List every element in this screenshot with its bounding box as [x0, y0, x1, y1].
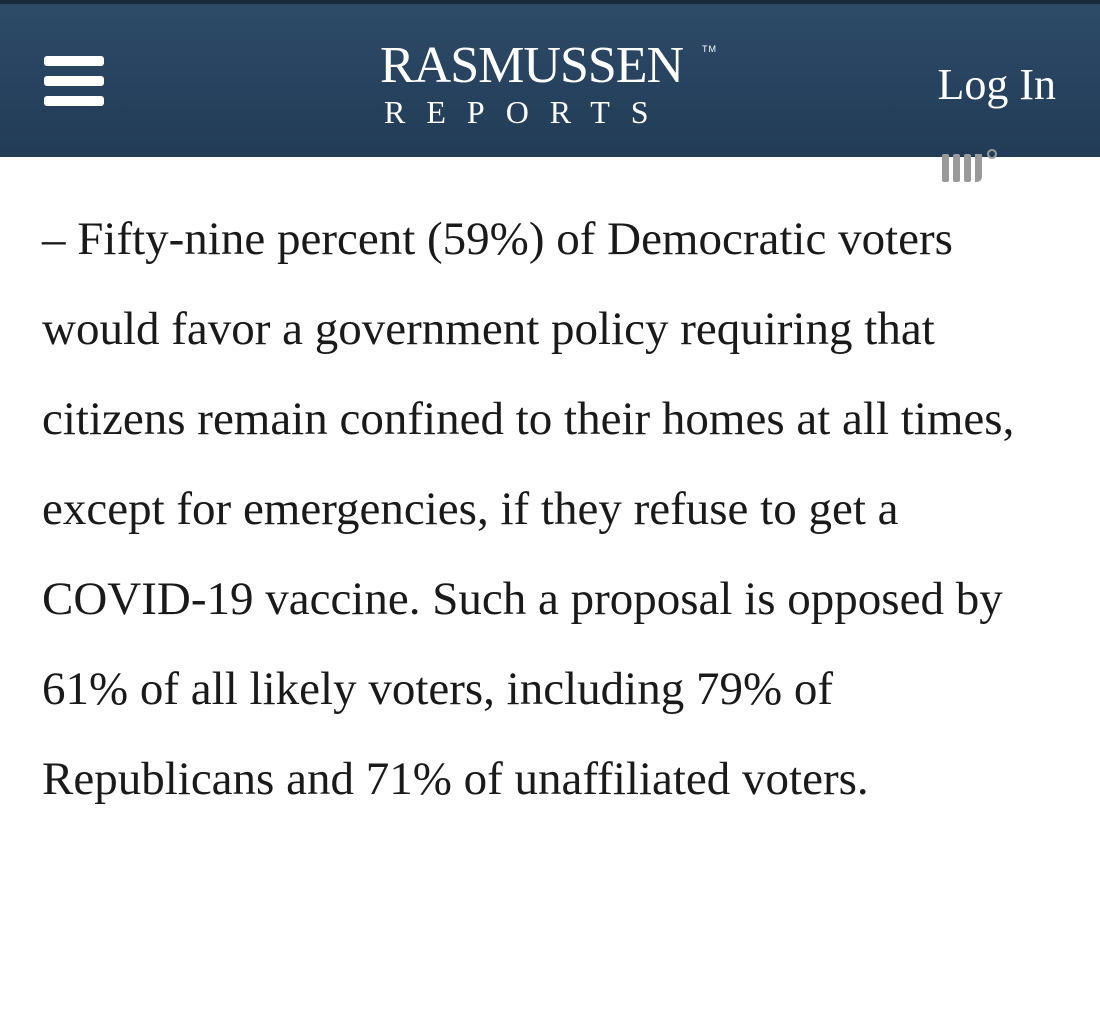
logo-wordmark: RASMUSSEN — [380, 37, 684, 94]
site-logo[interactable]: RASMUSSEN TM REPORTS — [380, 38, 720, 138]
login-link[interactable]: Log In — [937, 60, 1056, 109]
menu-bar — [44, 76, 104, 86]
logo-subtitle: REPORTS — [384, 94, 670, 130]
watermark-logo-icon — [942, 149, 997, 182]
hamburger-menu-icon[interactable] — [40, 52, 110, 112]
article-paragraph: – Fifty-nine percent (59%) of Democratic… — [42, 213, 1015, 805]
menu-bar — [44, 96, 104, 106]
menu-bar — [44, 56, 104, 66]
logo-trademark: TM — [702, 44, 717, 54]
site-header: RASMUSSEN TM REPORTS Log In — [0, 0, 1100, 157]
